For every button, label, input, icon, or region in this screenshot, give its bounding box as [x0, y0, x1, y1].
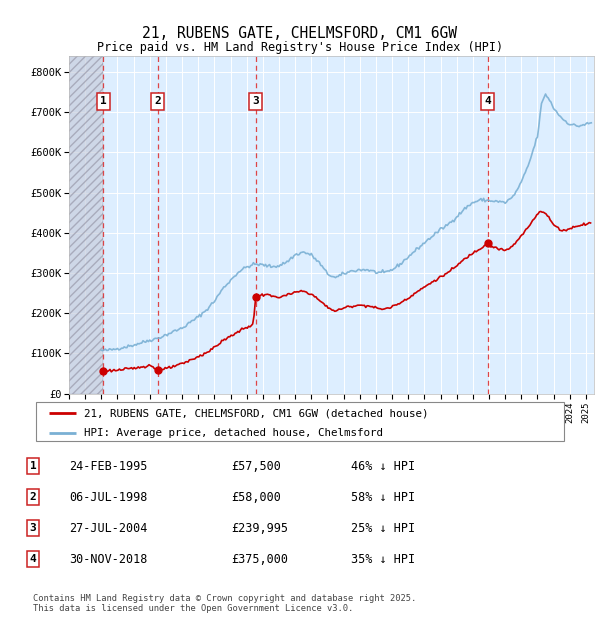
Text: 46% ↓ HPI: 46% ↓ HPI	[351, 460, 415, 472]
FancyBboxPatch shape	[36, 402, 564, 441]
Text: 2: 2	[29, 492, 37, 502]
Text: 27-JUL-2004: 27-JUL-2004	[69, 522, 148, 534]
Text: £375,000: £375,000	[231, 553, 288, 565]
Text: HPI: Average price, detached house, Chelmsford: HPI: Average price, detached house, Chel…	[83, 428, 383, 438]
Text: 21, RUBENS GATE, CHELMSFORD, CM1 6GW: 21, RUBENS GATE, CHELMSFORD, CM1 6GW	[143, 26, 458, 41]
Text: Contains HM Land Registry data © Crown copyright and database right 2025.
This d: Contains HM Land Registry data © Crown c…	[33, 594, 416, 613]
Text: £57,500: £57,500	[231, 460, 281, 472]
Text: 3: 3	[29, 523, 37, 533]
Text: 4: 4	[29, 554, 37, 564]
Text: 4: 4	[484, 97, 491, 107]
Text: Price paid vs. HM Land Registry's House Price Index (HPI): Price paid vs. HM Land Registry's House …	[97, 41, 503, 54]
Text: 1: 1	[100, 97, 107, 107]
Text: 58% ↓ HPI: 58% ↓ HPI	[351, 491, 415, 503]
Text: 30-NOV-2018: 30-NOV-2018	[69, 553, 148, 565]
Text: 24-FEB-1995: 24-FEB-1995	[69, 460, 148, 472]
Text: 3: 3	[253, 97, 259, 107]
Text: 25% ↓ HPI: 25% ↓ HPI	[351, 522, 415, 534]
Bar	[69, 56, 103, 394]
Text: 1: 1	[29, 461, 37, 471]
Text: 35% ↓ HPI: 35% ↓ HPI	[351, 553, 415, 565]
Text: 2: 2	[154, 97, 161, 107]
Text: 06-JUL-1998: 06-JUL-1998	[69, 491, 148, 503]
Text: 21, RUBENS GATE, CHELMSFORD, CM1 6GW (detached house): 21, RUBENS GATE, CHELMSFORD, CM1 6GW (de…	[83, 409, 428, 419]
Text: £58,000: £58,000	[231, 491, 281, 503]
Text: £239,995: £239,995	[231, 522, 288, 534]
